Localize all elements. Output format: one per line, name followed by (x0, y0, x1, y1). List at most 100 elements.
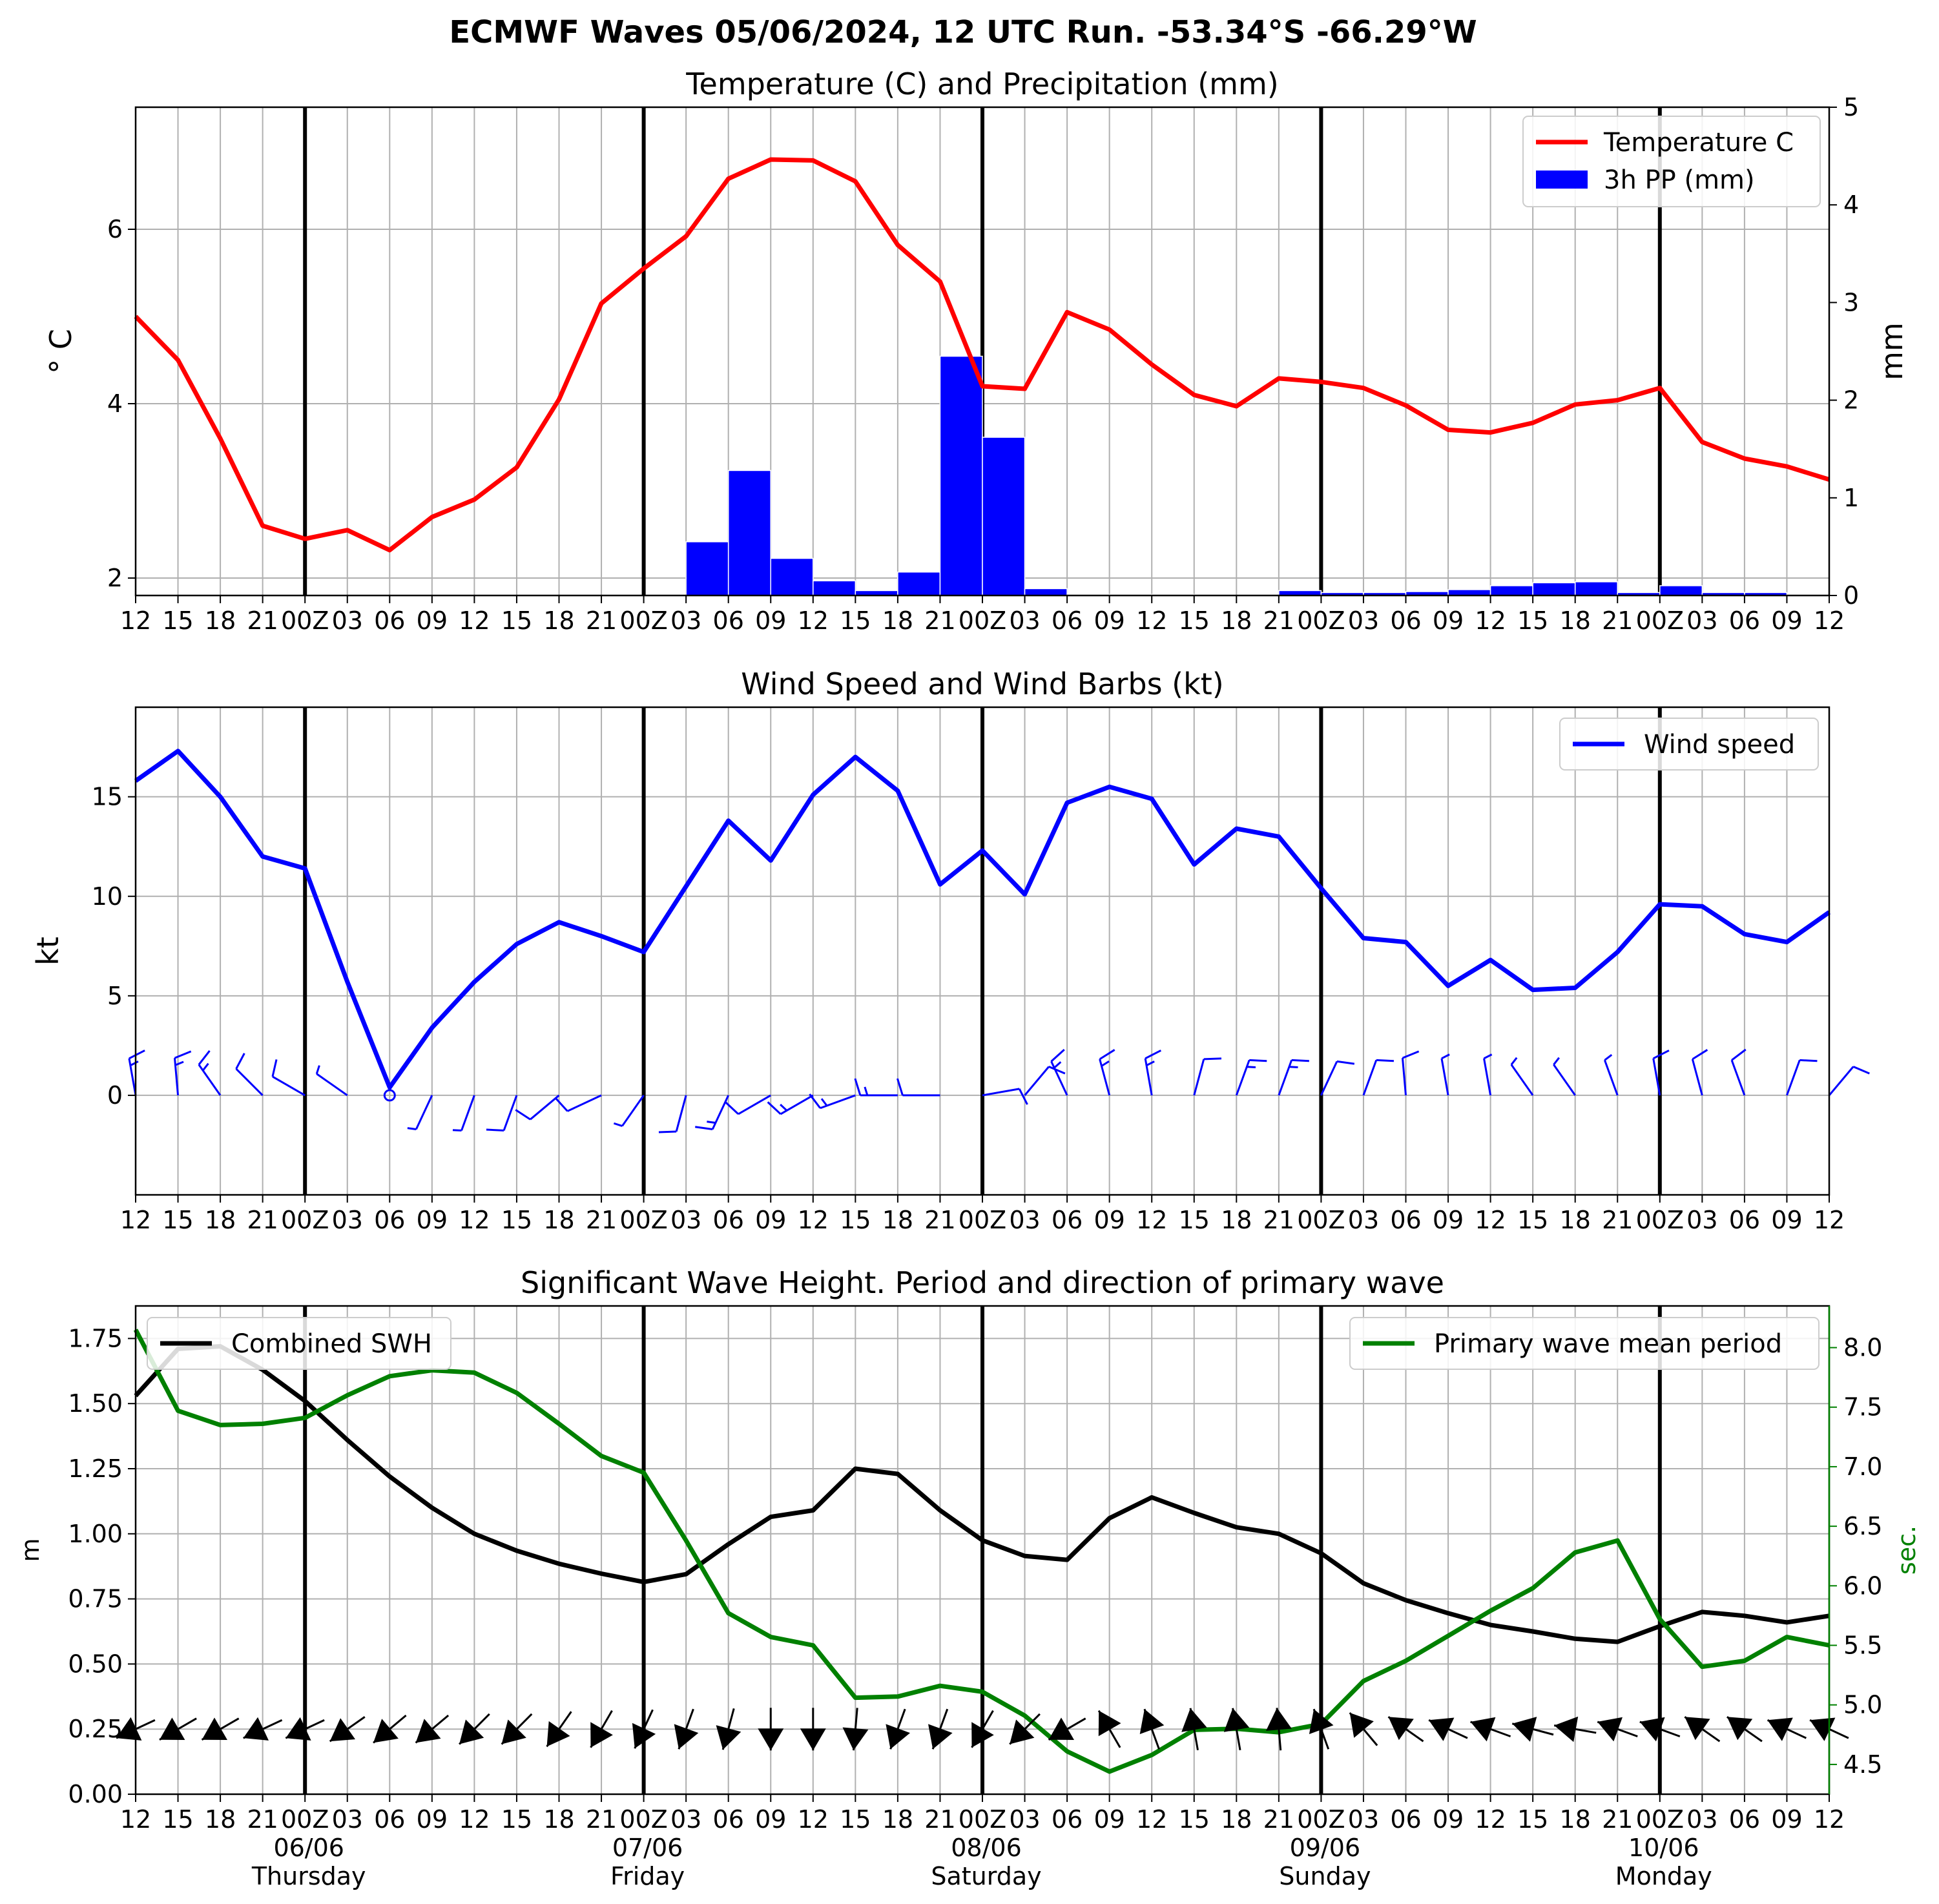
y-tick-label: 0 (107, 1081, 123, 1110)
wave-direction-arrowhead (1767, 1717, 1793, 1741)
day-date-label: 10/06 (1628, 1834, 1699, 1862)
x-tick-label: 06 (374, 1805, 405, 1834)
wave-direction-arrowhead (1010, 1719, 1035, 1744)
y-right-tick-label: 1 (1843, 484, 1859, 512)
x-tick-label: 00Z (281, 1805, 329, 1834)
wind-barb-flag (1604, 1054, 1613, 1061)
x-tick-label: 21 (924, 1805, 955, 1834)
wave-direction-arrowhead (501, 1719, 526, 1744)
x-tick-label: 18 (1221, 1206, 1252, 1234)
wind-barb-flag (407, 1127, 417, 1130)
x-tick-label: 06 (713, 606, 744, 635)
x-tick-label: 18 (1560, 1206, 1591, 1234)
x-tick-label: 18 (882, 1805, 913, 1834)
wind-barb-flag (130, 1061, 139, 1066)
y-right-tick-label: 6.5 (1843, 1512, 1882, 1540)
wave-direction-arrowhead (1098, 1710, 1121, 1737)
x-tick-label: 03 (670, 1805, 701, 1834)
wave-direction-arrowhead (590, 1722, 613, 1748)
day-date-label: 06/06 (273, 1834, 344, 1862)
x-tick-label: 03 (1686, 1805, 1717, 1834)
x-tick-label: 09 (1094, 1805, 1125, 1834)
wind-barb (1553, 1064, 1576, 1096)
x-tick-label: 00Z (1636, 606, 1684, 635)
wind-barb-flag (1692, 1049, 1708, 1061)
wind-barb (235, 1068, 264, 1096)
wind-barb-flag (1101, 1061, 1110, 1067)
wave-direction-arrowhead (1388, 1717, 1414, 1741)
x-tick-label: 06 (1729, 1805, 1760, 1834)
wind-barb (1510, 1064, 1534, 1096)
x-tick-label: 15 (501, 1206, 532, 1234)
x-tick-label: 09 (1771, 1805, 1802, 1834)
wave-direction-arrowhead (928, 1724, 953, 1750)
y-tick-label: 0.75 (68, 1585, 123, 1613)
wind-barb (503, 1095, 518, 1131)
wind-barb-flag (854, 1078, 862, 1096)
precip-bar (939, 355, 983, 596)
y-tick-label: 1.50 (68, 1389, 123, 1418)
x-tick-label: 09 (1433, 606, 1464, 635)
wave-direction-arrowhead (1349, 1712, 1374, 1738)
x-tick-label: 00Z (1297, 1805, 1345, 1834)
wind-barb-flag (174, 1050, 192, 1059)
x-tick-label: 12 (120, 606, 151, 635)
y-axis-label: ° C (43, 329, 78, 374)
x-tick-label: 15 (162, 1805, 193, 1834)
wind-barb (1024, 1066, 1050, 1096)
x-tick-label: 03 (1009, 606, 1040, 635)
x-tick-label: 12 (120, 1805, 151, 1834)
y-right-axis-label: sec. (1892, 1526, 1921, 1575)
y-right-axis-label: mm (1874, 322, 1909, 380)
wind-barb-flag (707, 1121, 716, 1124)
y-right-tick-label: 5 (1843, 93, 1859, 121)
wind-barb-flag (820, 1098, 828, 1106)
wave-direction-arrowhead (1266, 1708, 1292, 1731)
wave-direction-arrowhead (800, 1728, 826, 1751)
y-axis-label: kt (30, 936, 65, 966)
x-tick-label: 06 (713, 1206, 744, 1234)
x-tick-label: 21 (586, 1206, 617, 1234)
wave-direction-arrowhead (674, 1724, 699, 1750)
wind-barb-flag (1018, 1088, 1028, 1105)
wind-barb-flag (452, 1129, 462, 1132)
x-tick-label: 21 (924, 1206, 955, 1234)
wave-direction-arrowhead (1048, 1717, 1074, 1740)
x-tick-label: 06 (713, 1805, 744, 1834)
wind-barb-flag (780, 1104, 788, 1112)
y-tick-label: 5 (107, 982, 123, 1010)
x-tick-label: 00Z (281, 606, 329, 635)
wind-barb-flag (897, 1078, 904, 1096)
wind-barb (1691, 1059, 1703, 1096)
panel-title: Wind Speed and Wind Barbs (kt) (741, 667, 1223, 701)
wind-barb (316, 1073, 348, 1097)
x-tick-label: 21 (586, 606, 617, 635)
legend-label-precip: 3h PP (mm) (1604, 165, 1755, 195)
legend-box (1522, 116, 1821, 207)
x-tick-label: 15 (840, 1206, 871, 1234)
y-tick-label: 1.00 (68, 1520, 123, 1548)
y-tick-label: 15 (92, 783, 123, 811)
wind-barb-flag (767, 1101, 782, 1115)
x-tick-label: 00Z (1636, 1206, 1684, 1234)
x-tick-label: 21 (247, 1206, 278, 1234)
day-name-label: Thursday (251, 1862, 366, 1890)
x-tick-label: 15 (1517, 1805, 1548, 1834)
wind-barb-flag (1402, 1050, 1420, 1059)
swh-line (134, 1344, 1830, 1644)
precip-bar (982, 437, 1026, 596)
wind-barb-flag (1053, 1061, 1062, 1069)
legend-box (147, 1317, 451, 1370)
x-tick-label: 12 (1814, 1805, 1845, 1834)
x-tick-label: 00Z (281, 1206, 329, 1234)
precip-bar (685, 541, 729, 596)
wave-direction-arrowhead (1181, 1708, 1207, 1732)
wave-direction-arrowhead (1554, 1716, 1579, 1743)
wind-barb (272, 1075, 306, 1097)
wind-barb-flag (1249, 1059, 1267, 1062)
wave-direction-arrowhead (329, 1718, 355, 1742)
figure-title: ECMWF Waves 05/06/2024, 12 UTC Run. -53.… (449, 14, 1477, 50)
x-tick-label: 18 (543, 1206, 574, 1234)
x-tick-label: 15 (1517, 606, 1548, 635)
panel-title: Significant Wave Height. Period and dire… (521, 1265, 1444, 1300)
